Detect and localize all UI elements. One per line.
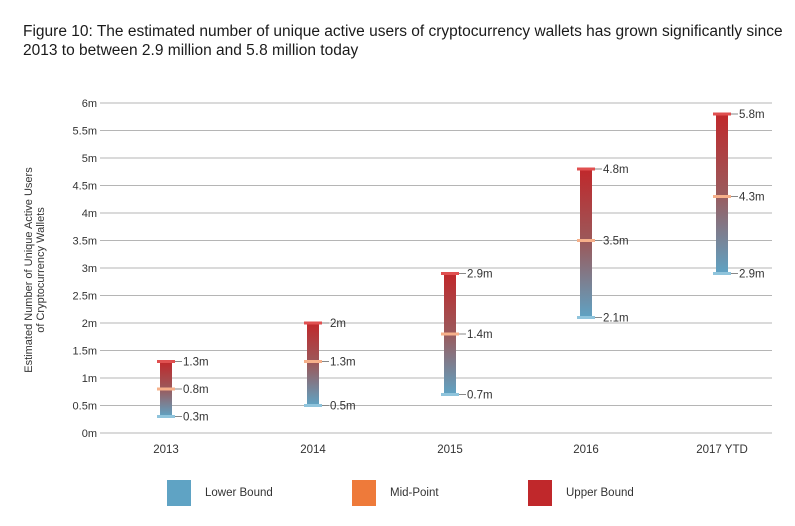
legend-label-mid: Mid-Point — [390, 487, 439, 499]
legend-item-lower: Lower Bound — [167, 478, 273, 508]
y-tick-label: 5m — [82, 153, 97, 165]
mid-point-label: 0.8m — [183, 384, 209, 396]
x-tick-label: 2013 — [153, 444, 179, 456]
mid-point-marker — [441, 332, 459, 336]
y-tick-label: 3.5m — [73, 236, 97, 248]
y-tick-label: 1.5m — [73, 346, 97, 358]
x-tick-label: 2016 — [573, 444, 599, 456]
mid-point-marker — [157, 387, 175, 391]
y-tick-label: 4.5m — [73, 181, 97, 193]
upper-bound-marker — [713, 112, 731, 116]
lower-bound-label: 2.9m — [739, 269, 765, 281]
x-tick-label: 2017 YTD — [696, 444, 748, 456]
upper-bound-marker — [304, 321, 322, 325]
upper-bound-marker — [577, 167, 595, 171]
upper-bound-label: 4.8m — [603, 164, 629, 176]
upper-bound-label: 2m — [330, 318, 346, 330]
lower-bound-marker — [577, 316, 595, 319]
mid-point-label: 3.5m — [603, 236, 629, 248]
y-tick-label: 3m — [82, 263, 97, 275]
x-tick-label: 2014 — [300, 444, 326, 456]
range-bar — [307, 323, 319, 406]
x-tick-label: 2015 — [437, 444, 463, 456]
lower-bound-label: 2.1m — [603, 313, 629, 325]
lower-bound-marker — [157, 415, 175, 418]
figure-title: Figure 10: The estimated number of uniqu… — [23, 23, 783, 59]
lower-bound-label: 0.3m — [183, 412, 209, 424]
mid-point-marker — [713, 195, 731, 198]
lower-bound-label: 0.5m — [330, 401, 356, 413]
legend-swatch-mid — [352, 480, 376, 506]
legend-swatch-lower — [167, 480, 191, 506]
legend-label-lower: Lower Bound — [205, 487, 273, 499]
y-tick-label: 2m — [82, 318, 97, 330]
y-tick-label: 0m — [82, 428, 97, 440]
lower-bound-marker — [713, 272, 731, 275]
upper-bound-label: 2.9m — [467, 269, 493, 281]
legend-item-upper: Upper Bound — [528, 478, 634, 508]
lower-bound-marker — [304, 404, 322, 407]
legend-swatch-upper — [528, 480, 552, 506]
y-tick-label: 5.5m — [73, 126, 97, 138]
y-tick-label: 0.5m — [73, 401, 97, 413]
upper-bound-label: 5.8m — [739, 109, 765, 121]
legend: Lower Bound Mid-Point Upper Bound — [0, 478, 795, 508]
upper-bound-marker — [441, 272, 459, 275]
range-bar — [716, 114, 728, 274]
range-bar — [580, 169, 592, 318]
mid-point-marker — [577, 239, 595, 242]
y-tick-label: 4m — [82, 208, 97, 220]
legend-label-upper: Upper Bound — [566, 487, 634, 499]
legend-item-mid: Mid-Point — [352, 478, 439, 508]
lower-bound-marker — [441, 393, 459, 396]
mid-point-label: 4.3m — [739, 192, 765, 204]
upper-bound-marker — [157, 360, 175, 363]
y-tick-label: 6m — [82, 98, 97, 110]
y-tick-label: 1m — [82, 373, 97, 385]
range-chart: 0m 0.5m 1m 1.5m 2m 2.5m 3m 3.5m 4m 4.5m 5m 5.5m 6m 1.… — [73, 98, 772, 456]
mid-point-label: 1.3m — [330, 357, 356, 369]
upper-bound-label: 1.3m — [183, 357, 209, 369]
mid-point-marker — [304, 360, 322, 363]
lower-bound-label: 0.7m — [467, 390, 493, 402]
mid-point-label: 1.4m — [467, 329, 493, 341]
y-tick-label: 2.5m — [73, 291, 97, 303]
